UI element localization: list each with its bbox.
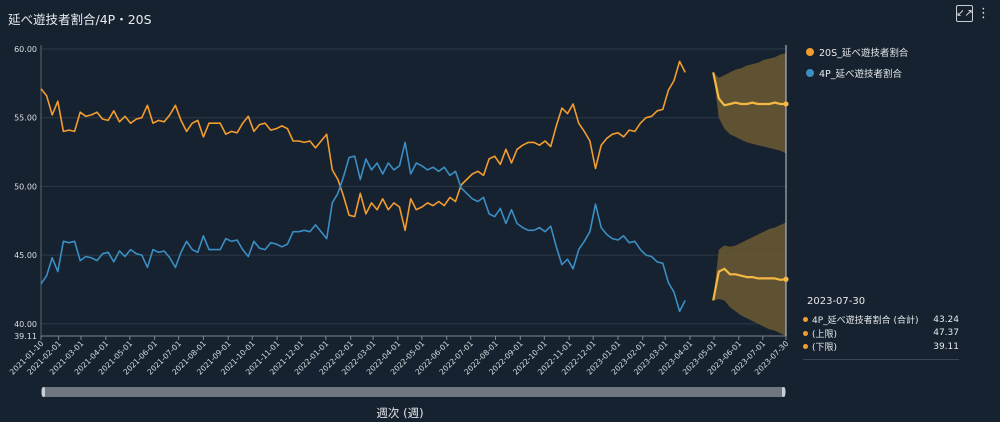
legend-swatch-4p [806,68,814,77]
chart-toolbar: ↙↗ ⋮ [956,5,992,22]
legend-item-4p[interactable]: 4P_延べ遊技者割合 [806,62,908,83]
hover-tooltip: 2023-07-30 4P_延べ遊技者割合 (合計) 43.24 (上限) 47… [803,296,959,360]
tooltip-value: 39.11 [933,341,959,352]
forecast-line-20s [712,72,786,107]
y-tick-label: 45.00 [14,251,37,260]
x-axis-title: 週次 (週) [376,406,424,420]
tooltip-label: (上限) [812,329,838,340]
y-tick-label: 50.00 [14,182,37,191]
forecast-line-4p [712,267,787,301]
tooltip-label: 4P_延べ遊技者割合 (合計) [812,316,919,327]
legend-swatch-20s [806,47,814,56]
legend-item-20s[interactable]: 20S_延べ遊技者割合 [806,41,908,62]
zoom-scrollbar[interactable] [41,387,786,397]
tooltip-value: 47.37 [933,328,959,339]
tooltip-divider [803,358,959,360]
collapse-icon[interactable]: ↙↗ [956,5,973,22]
tooltip-row: 4P_延べ遊技者割合 (合計) 43.24 [803,313,959,327]
tooltip-date: 2023-07-30 [807,296,866,307]
legend-label-20s: 20S_延べ遊技者割合 [819,47,909,59]
tooltip-row: (上限) 47.37 [803,327,959,341]
y-tick-label: 55.00 [14,114,37,123]
tooltip-dot [803,344,808,350]
forecast-band-4p [713,222,786,336]
hover-marker-20s [783,101,789,107]
tooltip-label: (下限) [812,343,838,354]
y-tick-label: 60.00 [14,45,37,54]
series-line-4p [40,141,686,313]
menu-icon[interactable]: ⋮ [977,6,990,21]
hover-marker-4p [783,276,789,282]
chart-title: 延べ遊技者割合/4P・20S [8,12,152,27]
tooltip-dot [803,330,808,336]
y-tick-label: 39.11 [14,332,37,341]
tooltip-value: 43.24 [933,314,959,325]
tooltip-row: (下限) 39.11 [803,340,959,354]
scrollbar-handle-left[interactable] [42,387,45,397]
series-line-20s [40,60,686,232]
legend: 20S_延べ遊技者割合 4P_延べ遊技者割合 [806,41,908,83]
legend-label-4p: 4P_延べ遊技者割合 [819,68,903,80]
scrollbar-handle-right[interactable] [782,387,785,397]
y-tick-label: 40.00 [14,320,37,329]
tooltip-dot [803,317,808,323]
